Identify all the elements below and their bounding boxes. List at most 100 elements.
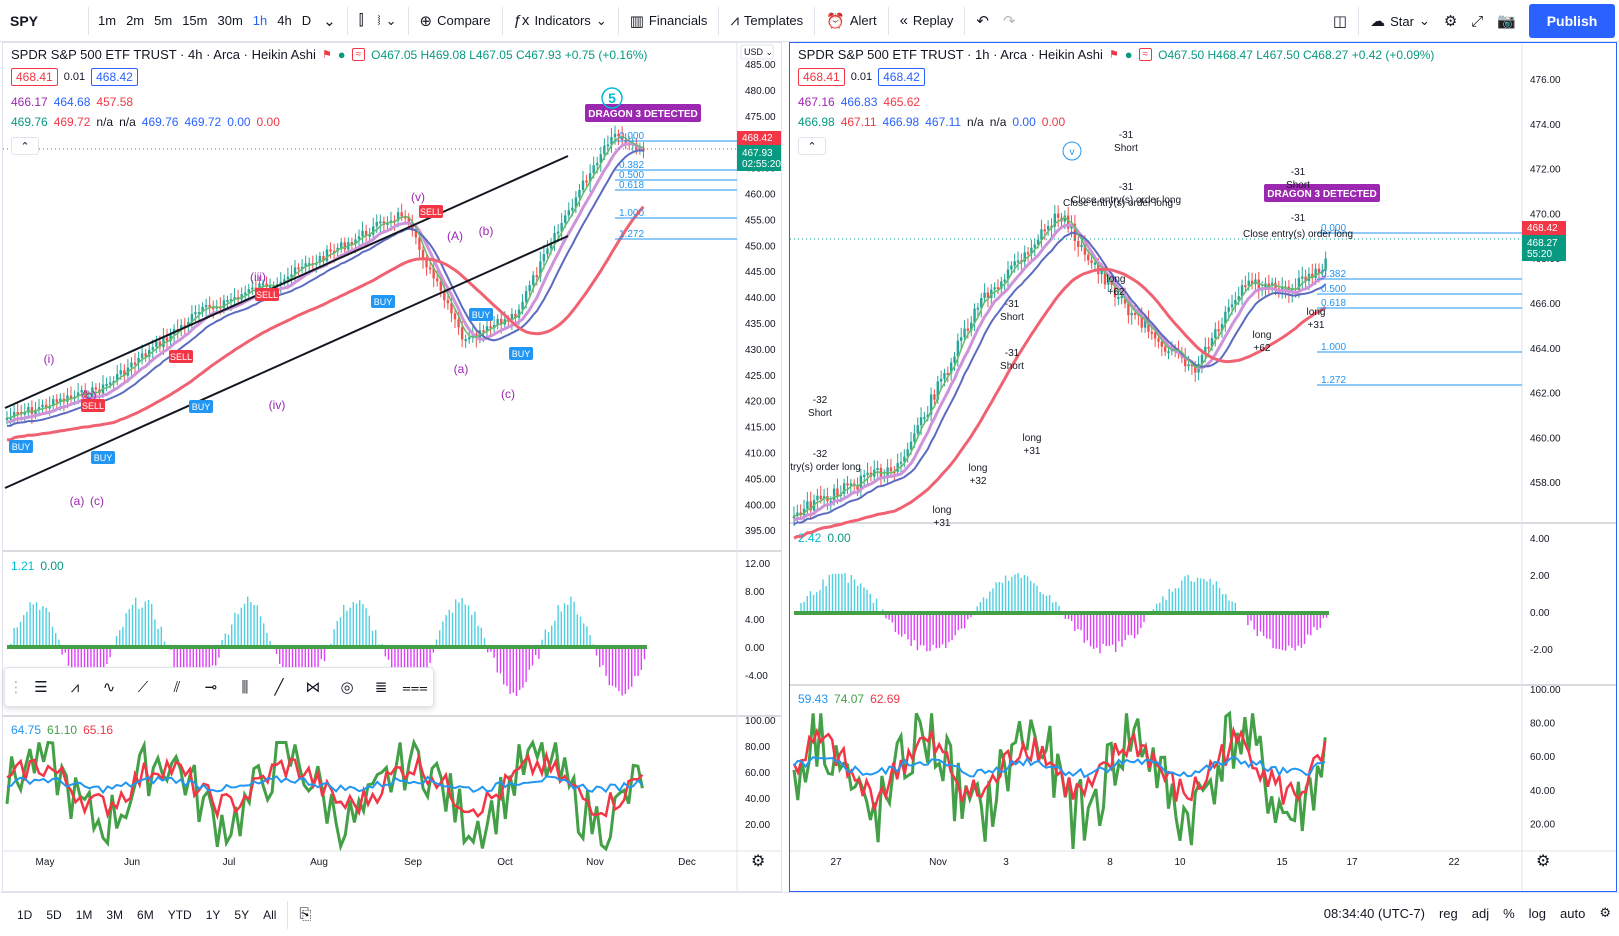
symbol-search[interactable]: SPY bbox=[10, 12, 39, 29]
settings-icon[interactable]: ⚙ bbox=[1599, 905, 1611, 920]
collapse-legend-button[interactable]: ⌃ bbox=[11, 137, 39, 155]
settings-button[interactable]: ⚙ bbox=[1437, 5, 1464, 37]
market-status-icon: ≈ bbox=[1138, 48, 1153, 61]
templates-button[interactable]: ⩘ Templates bbox=[723, 5, 810, 37]
chart-canvas-right[interactable]: 476.00474.00472.00470.00468.00466.00464.… bbox=[790, 43, 1617, 892]
financials-button[interactable]: ▥ Financials bbox=[623, 5, 715, 37]
interval-dropdown[interactable]: ⌄ bbox=[316, 5, 343, 37]
option-reg[interactable]: reg bbox=[1438, 905, 1458, 921]
xabcd-icon[interactable]: ⋈ bbox=[305, 679, 321, 696]
range-5y[interactable]: 5Y bbox=[234, 907, 250, 922]
candle-body bbox=[379, 221, 382, 224]
replay-button[interactable]: « Replay bbox=[893, 5, 961, 37]
range-1m[interactable]: 1M bbox=[75, 907, 93, 922]
histogram-bar bbox=[541, 639, 543, 647]
gear-icon[interactable]: ⚙ bbox=[1536, 853, 1551, 870]
chart-type-button[interactable]: ⧘ ⌄ bbox=[371, 5, 404, 37]
line-tool-icon[interactable]: ╱ bbox=[274, 679, 284, 696]
candle-body bbox=[208, 305, 211, 308]
interval-15m[interactable]: 15m bbox=[182, 13, 208, 28]
interval-1m[interactable]: 1m bbox=[98, 13, 117, 28]
clock[interactable]: 08:34:40 (UTC-7) bbox=[1323, 905, 1425, 921]
price-axis-label: 420.00 bbox=[745, 397, 776, 408]
go-to-date-button[interactable]: ⎘ bbox=[292, 899, 318, 931]
collapse-legend-button[interactable]: ⌃ bbox=[798, 137, 826, 155]
redo-button[interactable]: ↷ bbox=[996, 5, 1023, 37]
histogram-bar bbox=[573, 601, 575, 647]
bid-price[interactable]: 468.41 bbox=[798, 68, 845, 86]
interval-2m[interactable]: 2m bbox=[126, 13, 145, 28]
fullscreen-button[interactable]: ⤢ bbox=[1464, 5, 1490, 37]
histogram-bar bbox=[1092, 613, 1095, 649]
chart-pane-1h[interactable]: 476.00474.00472.00470.00468.00466.00464.… bbox=[789, 42, 1617, 892]
vertical-lines-icon[interactable]: ⫼ bbox=[241, 678, 249, 696]
interval-1h[interactable]: 1h bbox=[252, 13, 268, 28]
signal-label: BUY bbox=[472, 310, 491, 320]
time-axis-label: 22 bbox=[1448, 857, 1460, 868]
chart-pane-4h[interactable]: 485.00480.00475.00470.00465.00460.00455.… bbox=[2, 42, 782, 892]
wave-pattern-icon[interactable]: ∿ bbox=[102, 679, 116, 696]
pattern-icon[interactable]: ⩘ bbox=[70, 678, 80, 696]
horizontal-ray-icon[interactable]: ⊸ bbox=[204, 679, 218, 696]
candle-body bbox=[567, 210, 570, 216]
range-6m[interactable]: 6M bbox=[137, 907, 154, 922]
layout-button[interactable]: ◫ bbox=[1326, 5, 1354, 37]
histogram-bar bbox=[1124, 613, 1126, 641]
interval-D[interactable]: D bbox=[301, 13, 312, 28]
trend-line-icon[interactable]: ⟋ bbox=[137, 678, 149, 696]
channel-icon[interactable]: ⫽ bbox=[173, 678, 181, 696]
option-auto[interactable]: auto bbox=[1560, 905, 1586, 921]
fib-extension-icon[interactable]: ⩶ bbox=[402, 678, 428, 696]
histogram-bar bbox=[352, 601, 354, 647]
bar-style-button[interactable]: ⫿ bbox=[352, 5, 371, 37]
histogram-bar bbox=[179, 647, 182, 674]
range-3m[interactable]: 3M bbox=[106, 907, 124, 922]
ask-price[interactable]: 468.42 bbox=[878, 68, 925, 86]
save-layout-button[interactable]: ☁ Star ⌄ bbox=[1363, 5, 1437, 37]
candle-body bbox=[521, 301, 524, 310]
histogram-bar bbox=[869, 593, 871, 613]
histogram-bar bbox=[317, 647, 319, 677]
interval-30m[interactable]: 30m bbox=[217, 13, 243, 28]
bid-price[interactable]: 468.41 bbox=[11, 68, 58, 86]
option-adj[interactable]: adj bbox=[1471, 905, 1490, 921]
candle-body bbox=[169, 334, 172, 342]
rsi-axis-label: 100.00 bbox=[1530, 685, 1561, 696]
interval-4h[interactable]: 4h bbox=[277, 13, 292, 28]
histogram-bar bbox=[115, 635, 118, 647]
rsi-legend: 59.43 74.07 62.69 bbox=[798, 692, 900, 706]
compare-button[interactable]: ⊕ Compare bbox=[413, 5, 498, 37]
range-ytd[interactable]: YTD bbox=[167, 907, 192, 922]
horizontal-lines-icon[interactable]: ☰ bbox=[34, 679, 48, 696]
range-1y[interactable]: 1Y bbox=[205, 907, 221, 922]
drag-handle-icon[interactable]: ⋮ bbox=[8, 679, 24, 696]
candle-body bbox=[1063, 215, 1067, 222]
interval-5m[interactable]: 5m bbox=[154, 13, 173, 28]
histogram-bar bbox=[1278, 613, 1281, 650]
fib-retracement-icon[interactable]: ≣ bbox=[374, 679, 388, 696]
spiral-icon[interactable]: ◎ bbox=[340, 679, 354, 696]
ohlc-close: C467.93 bbox=[515, 47, 562, 62]
histogram-bar bbox=[957, 613, 960, 631]
range-5d[interactable]: 5D bbox=[46, 907, 62, 922]
range-1d[interactable]: 1D bbox=[17, 907, 33, 922]
histogram-bar bbox=[160, 626, 162, 647]
indicators-button[interactable]: ƒx Indicators ⌄ bbox=[507, 5, 614, 37]
alert-button[interactable]: ⏰ Alert bbox=[819, 5, 883, 37]
candle-body bbox=[212, 307, 215, 310]
templates-label: Templates bbox=[743, 13, 804, 28]
indicator-legend-1: 467.16 466.83 465.62 bbox=[798, 95, 920, 109]
option-percent[interactable]: % bbox=[1503, 905, 1515, 921]
publish-button[interactable]: Publish bbox=[1529, 4, 1615, 38]
candle-body bbox=[94, 387, 98, 390]
histogram-bar bbox=[384, 647, 386, 657]
option-log[interactable]: log bbox=[1528, 905, 1547, 921]
undo-button[interactable]: ↶ bbox=[969, 5, 996, 37]
snapshot-button[interactable]: 📷 bbox=[1490, 5, 1523, 37]
gear-icon[interactable]: ⚙ bbox=[751, 853, 766, 870]
histogram-bar bbox=[231, 624, 233, 647]
range-all[interactable]: All bbox=[263, 907, 277, 922]
histogram-bar bbox=[131, 604, 134, 647]
ask-price[interactable]: 468.42 bbox=[91, 68, 138, 86]
chart-canvas-left[interactable]: 485.00480.00475.00470.00465.00460.00455.… bbox=[3, 43, 782, 892]
